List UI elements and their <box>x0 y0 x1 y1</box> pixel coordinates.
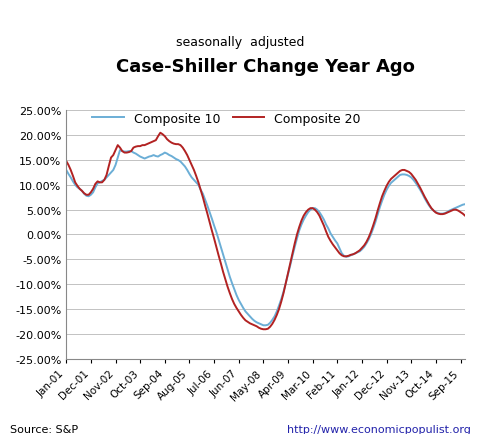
Text: http://www.economicpopulist.org: http://www.economicpopulist.org <box>287 424 470 434</box>
Text: seasonally  adjusted: seasonally adjusted <box>176 36 304 49</box>
Title: Case-Shiller Change Year Ago: Case-Shiller Change Year Ago <box>116 58 415 76</box>
Composite 20 <box>157 131 163 136</box>
Composite 10 <box>117 148 123 153</box>
Composite 20 <box>63 159 69 164</box>
Composite 10 <box>137 155 143 160</box>
Composite 10 <box>63 168 69 173</box>
Composite 10 <box>97 181 103 186</box>
Composite 20 <box>97 181 103 186</box>
Composite 10 <box>462 202 468 207</box>
Line: Composite 20: Composite 20 <box>66 133 465 329</box>
Composite 20 <box>240 316 246 321</box>
Composite 20 <box>261 327 266 332</box>
Composite 20 <box>462 214 468 219</box>
Composite 10 <box>101 178 107 183</box>
Composite 10 <box>261 323 266 328</box>
Composite 20 <box>366 235 372 240</box>
Composite 20 <box>101 178 107 183</box>
Legend: Composite 10, Composite 20: Composite 10, Composite 20 <box>93 112 360 125</box>
Composite 10 <box>240 306 246 311</box>
Line: Composite 10: Composite 10 <box>66 151 465 326</box>
Composite 20 <box>135 144 141 149</box>
Composite 20 <box>180 146 186 151</box>
Composite 10 <box>180 162 186 167</box>
Text: Source: S&P: Source: S&P <box>10 424 78 434</box>
Composite 10 <box>366 237 372 243</box>
